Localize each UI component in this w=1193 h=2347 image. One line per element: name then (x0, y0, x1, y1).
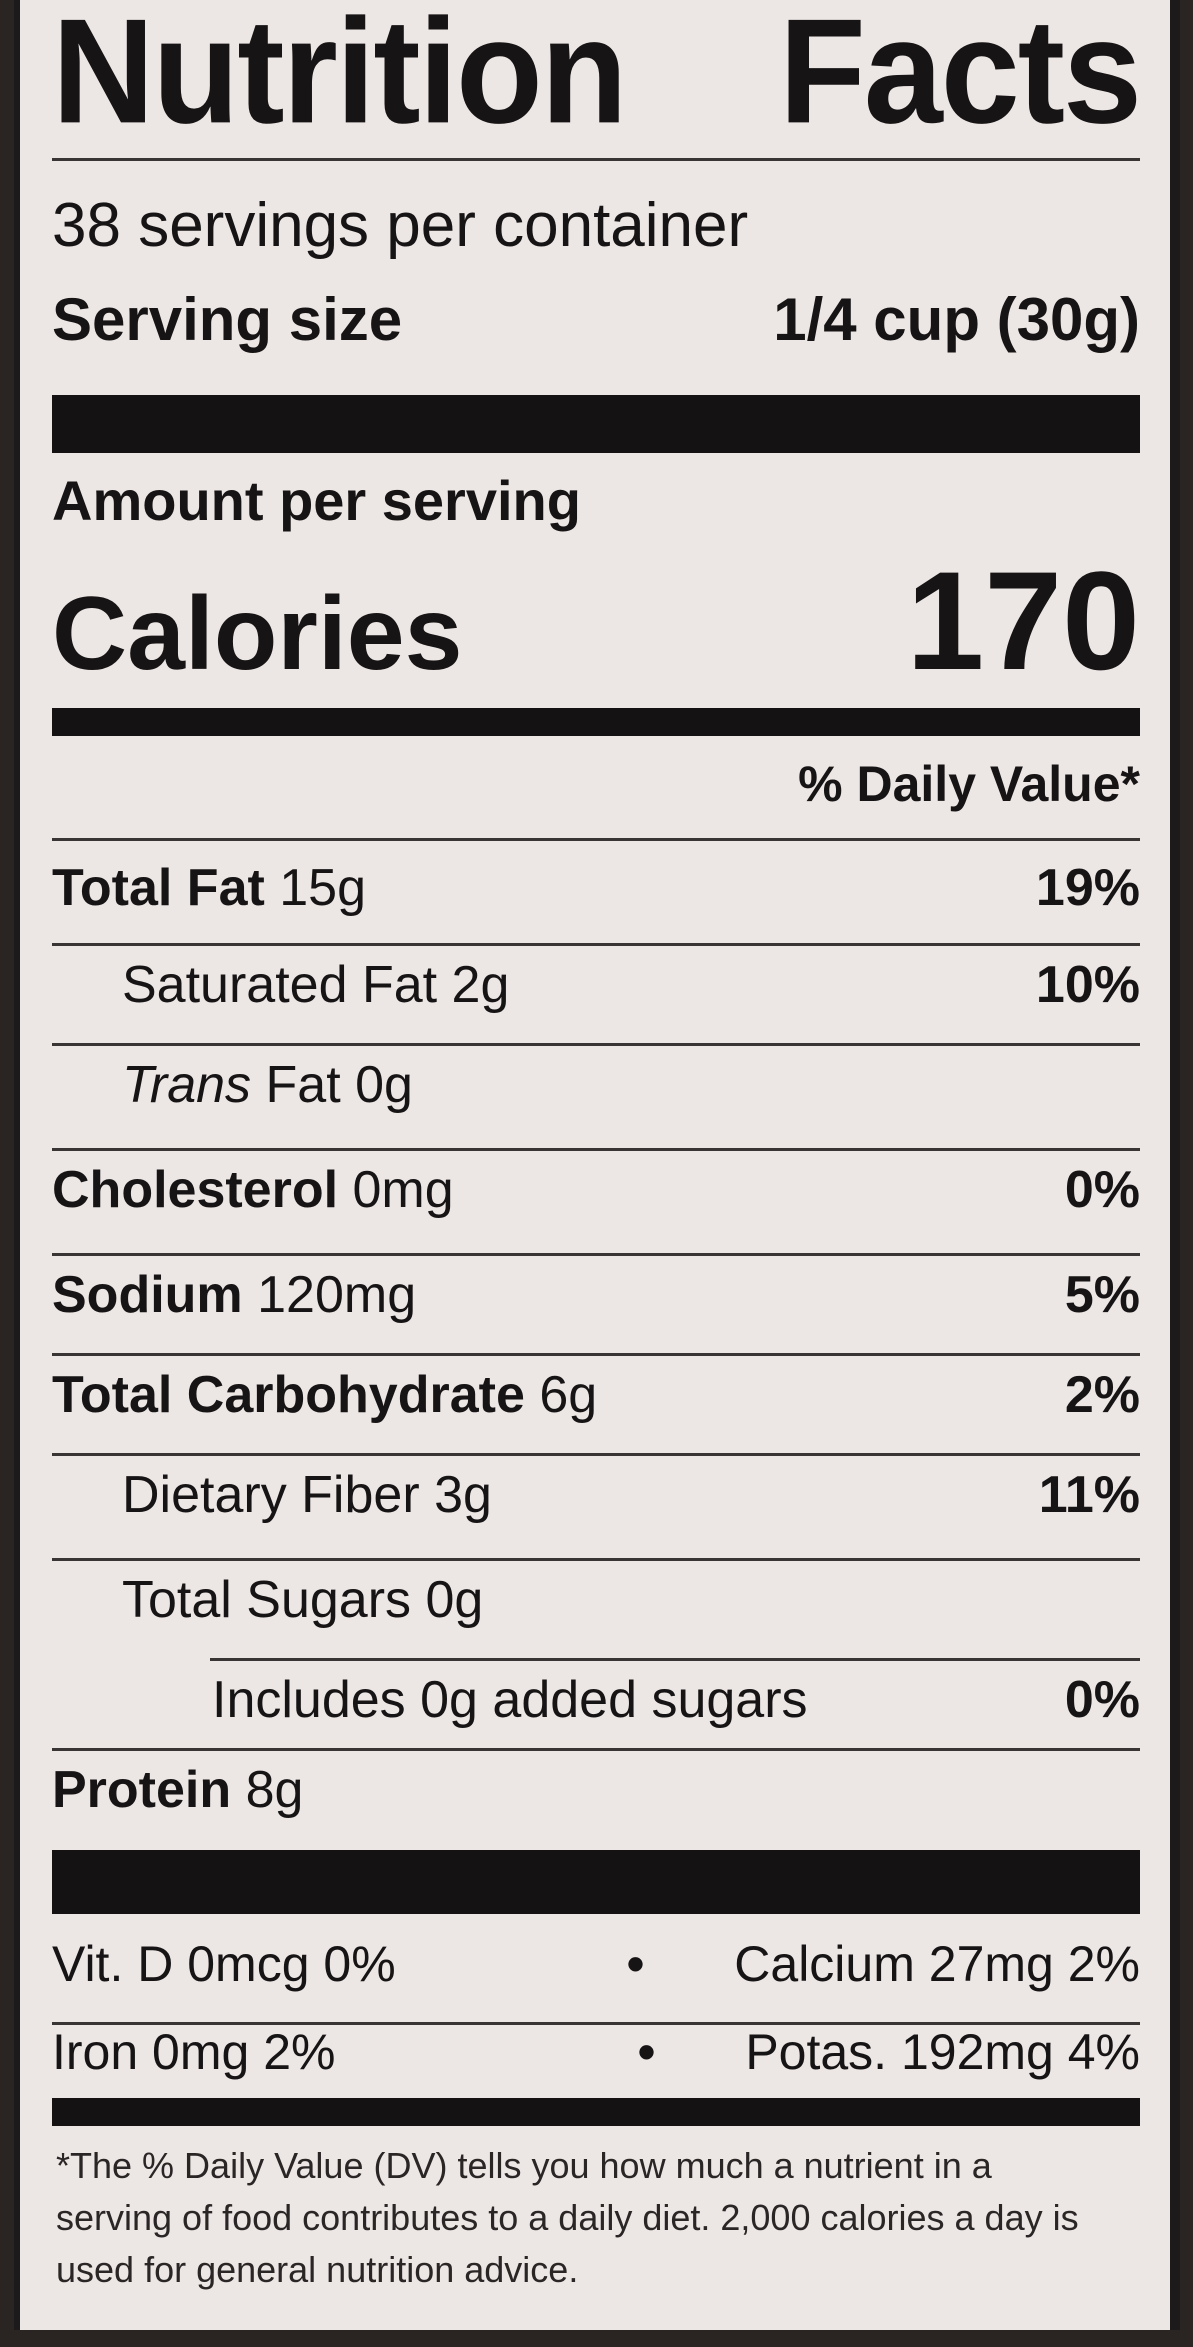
rule (52, 395, 1140, 453)
nutrient-amount: 15g (279, 859, 367, 917)
nutrient-name-group: Total Fat 15g (52, 858, 366, 918)
vitamin-row: Vit. D 0mcg 0% • Calcium 27mg 2% (52, 1935, 1140, 1993)
nutrient-amount: 6g (539, 1366, 598, 1424)
rule (52, 1043, 1140, 1046)
vitamin-right: Potas. 192mg 4% (745, 2024, 1140, 2080)
rule (52, 158, 1140, 161)
bullet: • (626, 1936, 645, 1992)
rule (52, 1748, 1140, 1751)
nutrient-row: Total Fat 15g 19% (52, 858, 1140, 918)
rule (52, 1148, 1140, 1151)
vitamin-right-group: • Calcium 27mg 2% (507, 1935, 1140, 1993)
nutrient-name: Cholesterol (52, 1161, 339, 1219)
servings: 38 servings per container (52, 191, 749, 260)
vitamin-left: Vit. D 0mcg 0% (52, 1936, 396, 1992)
calories-label: Calories (52, 576, 463, 692)
nutrient-name: Dietary Fiber (122, 1466, 420, 1524)
vitamin-right-group: • Potas. 192mg 4% (518, 2023, 1140, 2081)
rule (52, 1850, 1140, 1914)
nutrient-name-group: Protein 8g (52, 1760, 303, 1820)
rule (52, 708, 1140, 736)
nutrient-amount: 3g (434, 1466, 492, 1524)
nutrient-name-group: Sodium 120mg (52, 1265, 416, 1325)
rule (52, 1253, 1140, 1256)
nutrient-dv: 2% (1064, 1366, 1140, 1424)
nutrient-row: Includes 0g added sugars 0% (52, 1670, 1140, 1730)
nutrition-label: Nutrition Facts 38 servings per containe… (14, 0, 1180, 2330)
title: Nutrition Facts (52, 0, 1142, 155)
vitamin-right: Calcium 27mg 2% (734, 1936, 1140, 1992)
nutrient-row: Protein 8g (52, 1760, 1140, 1820)
nutrient-name: Saturated Fat (122, 956, 438, 1014)
serving-size: Serving size 1/4 cup (30g) (52, 285, 1140, 354)
vitamin-left: Iron 0mg 2% (52, 2024, 336, 2080)
nutrient-dv: 10% (1035, 956, 1140, 1014)
serving-size-label: Serving size (52, 286, 403, 353)
nutrient-name-group: Trans Fat 0g (52, 1055, 413, 1115)
nutrient-amount: 120mg (257, 1266, 417, 1324)
rule (52, 1558, 1140, 1561)
nutrient-dv: 5% (1064, 1266, 1140, 1324)
dv-header: % Daily Value* (52, 755, 1140, 813)
rule (52, 1453, 1140, 1456)
rule (52, 943, 1140, 946)
nutrient-name-group: Saturated Fat 2g (52, 955, 509, 1015)
nutrient-name-group: Dietary Fiber 3g (52, 1465, 492, 1525)
nutrient-row: Trans Fat 0g (52, 1055, 1140, 1115)
nutrient-name-group: Cholesterol 0mg (52, 1160, 454, 1220)
nutrient-row: Cholesterol 0mg 0% (52, 1160, 1140, 1220)
nutrient-amount: 2g (451, 956, 510, 1014)
nutrient-amount: 0g (355, 1056, 413, 1114)
nutrient-amount: 8g (245, 1761, 304, 1819)
nutrient-row: Total Carbohydrate 6g 2% (52, 1365, 1140, 1425)
vitamin-row: Iron 0mg 2% • Potas. 192mg 4% (52, 2023, 1140, 2081)
nutrient-dv: 0% (1064, 1161, 1140, 1219)
nutrient-name: Sodium (52, 1266, 243, 1324)
nutrient-dv: 0% (1064, 1671, 1140, 1729)
footnote: *The % Daily Value (DV) tells you how mu… (56, 2145, 1079, 2291)
calories-value: 170 (906, 542, 1140, 699)
nutrient-row: Saturated Fat 2g 10% (52, 955, 1140, 1015)
nutrient-name: Total Fat (52, 859, 265, 917)
nutrient-name: Includes 0g added sugars (212, 1671, 808, 1729)
nutrient-name-group: Includes 0g added sugars (52, 1670, 808, 1730)
nutrient-name: Total Carbohydrate (52, 1366, 525, 1424)
nutrient-amount: 0g (425, 1571, 484, 1629)
rule (52, 1353, 1140, 1356)
nutrient-name-italic: Trans (122, 1056, 252, 1114)
rule (52, 2098, 1140, 2126)
nutrient-name-group: Total Carbohydrate 6g (52, 1365, 597, 1425)
rule (52, 838, 1140, 841)
nutrient-name: Fat (265, 1056, 341, 1114)
nutrient-dv: 11% (1038, 1466, 1140, 1524)
serving-size-value: 1/4 cup (30g) (773, 286, 1140, 353)
nutrient-amount: 0mg (352, 1161, 454, 1219)
rule (52, 2022, 1140, 2025)
dv-header-text: % Daily Value* (798, 756, 1140, 812)
nutrient-dv: 19% (1035, 859, 1140, 917)
nutrient-row: Dietary Fiber 3g 11% (52, 1465, 1140, 1525)
nutrient-name: Total Sugars (122, 1571, 412, 1629)
amount-per-serving: Amount per serving (52, 469, 581, 532)
nutrient-row: Sodium 120mg 5% (52, 1265, 1140, 1325)
rule (210, 1658, 1140, 1661)
nutrient-name-group: Total Sugars 0g (52, 1570, 483, 1630)
calories: Calories 170 (52, 540, 1140, 702)
nutrient-row: Total Sugars 0g (52, 1570, 1140, 1630)
nutrient-name: Protein (52, 1761, 232, 1819)
bullet: • (637, 2024, 656, 2080)
